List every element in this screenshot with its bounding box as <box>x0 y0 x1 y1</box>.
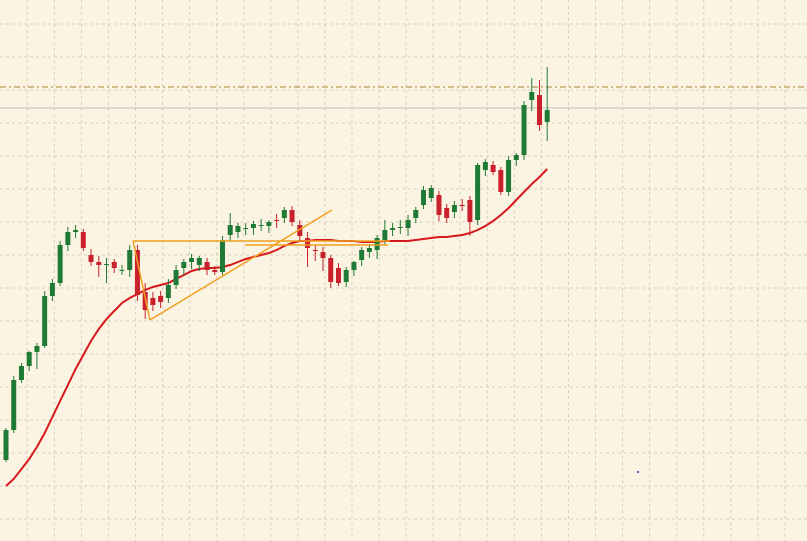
candle-body <box>235 226 241 232</box>
candle-body <box>274 220 280 221</box>
candle-body <box>390 228 396 230</box>
candle-body <box>451 205 457 212</box>
candle-body <box>506 160 512 192</box>
candle-body <box>42 296 48 346</box>
candle-body <box>335 268 341 283</box>
candle-body <box>181 262 187 268</box>
candle-body <box>536 95 542 125</box>
candle-body <box>111 262 117 268</box>
candle-body <box>119 270 125 271</box>
candle-body <box>227 225 233 235</box>
candle-body <box>498 170 504 192</box>
trend-line <box>149 209 333 321</box>
candle-body <box>3 430 9 460</box>
candle-body <box>204 262 210 270</box>
candle-body <box>405 220 411 228</box>
candle-body <box>428 188 434 198</box>
candle-body <box>196 258 202 265</box>
candle-body <box>73 230 79 232</box>
candle-body <box>150 298 156 305</box>
candle-body <box>467 200 473 222</box>
candle-body <box>281 210 287 218</box>
candle-body <box>343 270 349 282</box>
candle-body <box>49 283 55 296</box>
plot <box>3 67 550 487</box>
candle-body <box>297 225 303 236</box>
candle-body <box>459 205 465 206</box>
candle-body <box>382 230 388 240</box>
candle-body <box>57 245 63 283</box>
candle-body <box>351 262 357 270</box>
candle-body <box>421 190 427 205</box>
candle-body <box>26 352 32 366</box>
candle-body <box>289 210 295 222</box>
candle-body <box>521 105 527 155</box>
candle-body <box>250 224 256 228</box>
candle-body <box>80 232 86 248</box>
candle-body <box>258 225 264 226</box>
candle-body <box>374 238 380 250</box>
marker <box>637 471 639 473</box>
candle-body <box>189 258 195 262</box>
candle-body <box>320 252 326 258</box>
candle-body <box>475 165 481 220</box>
candle-body <box>212 270 218 272</box>
candle-body <box>513 155 519 160</box>
drawings <box>132 209 390 321</box>
candle-body <box>266 222 272 226</box>
candle-body <box>366 248 372 252</box>
candle-body <box>359 250 365 260</box>
candle-body <box>96 262 102 265</box>
candle-body <box>305 238 311 248</box>
candle-body <box>328 258 334 282</box>
candle-body <box>88 255 94 262</box>
candle-body <box>482 162 488 170</box>
moving-average <box>5 168 548 487</box>
candle-body <box>34 346 40 352</box>
candle-body <box>18 366 24 380</box>
candle-body <box>243 228 249 229</box>
candle-body <box>158 296 164 302</box>
candle-body <box>544 110 550 122</box>
candle-body <box>312 250 318 251</box>
candle-body <box>219 240 225 272</box>
candle-body <box>397 227 403 228</box>
trend-line <box>132 240 151 321</box>
candle-body <box>165 285 171 298</box>
candle-body <box>134 250 140 295</box>
candle-body <box>11 380 17 430</box>
candle-body <box>490 165 496 172</box>
candle-body <box>127 250 133 270</box>
candle-body <box>173 270 179 285</box>
candle-body <box>413 210 419 218</box>
candle-body <box>529 92 535 100</box>
candle-body <box>65 232 71 245</box>
candle-body <box>444 208 450 218</box>
candle-body <box>436 195 442 215</box>
candle-body <box>104 264 110 265</box>
